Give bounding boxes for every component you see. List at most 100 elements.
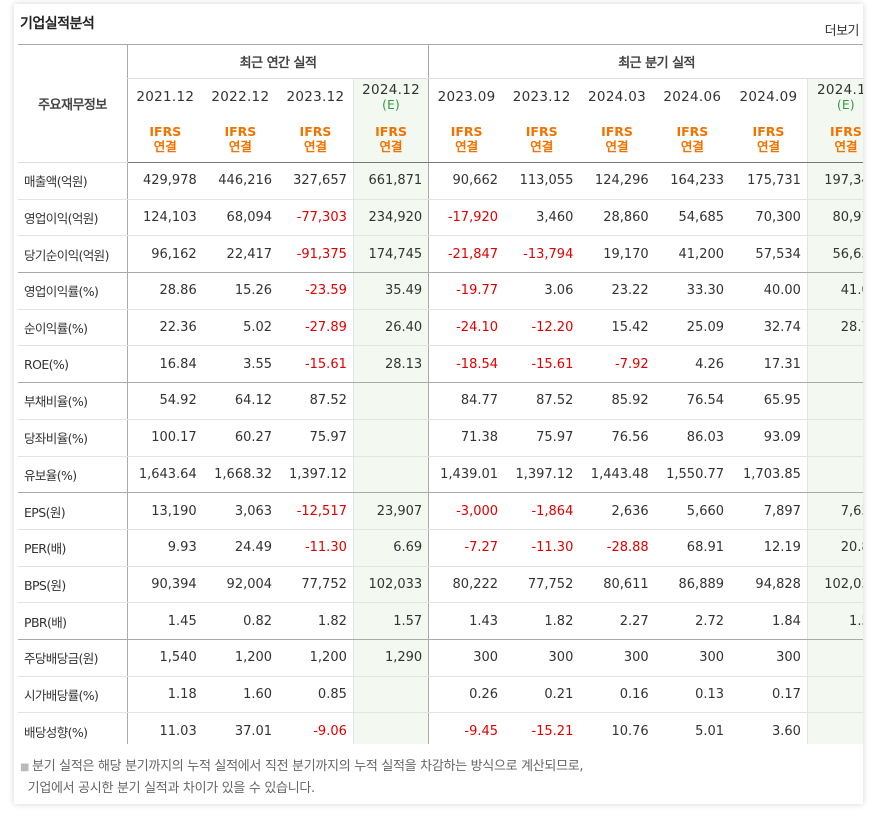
table-cell: 1,290	[352, 639, 429, 677]
gaap-standard: IFRS	[450, 124, 483, 139]
table-cell: 10.76	[579, 712, 655, 744]
table-cell: 7,653	[806, 492, 863, 530]
table-cell: 75.97	[504, 419, 580, 457]
table-cell: 35.49	[352, 272, 429, 310]
table-cell: 15.26	[202, 272, 279, 310]
table-cell: -9.06	[278, 712, 354, 744]
row-label: 유보율(%)	[18, 456, 128, 494]
gaap-consolidation: 연결	[153, 139, 177, 154]
annual-group-header: 최근 연간 실적	[126, 44, 429, 79]
table-row: 순이익률(%) 22.36 5.02 -27.89 26.40 -24.10 -12.20 1…	[18, 309, 863, 347]
table-cell	[352, 676, 429, 714]
table-cell: 90,662	[428, 162, 505, 200]
table-cell: 4.26	[654, 345, 731, 384]
table-cell: 60.27	[202, 419, 279, 457]
table-cell: 22,417	[202, 235, 279, 274]
table-cell: -11.30	[504, 529, 580, 567]
table-cell: -19.77	[428, 272, 505, 310]
table-row: EPS(원) 13,190 3,063 -12,517 23,907 -3,000 -1,8…	[18, 492, 863, 530]
table-cell: 0.82	[202, 602, 279, 640]
table-cell: 54.92	[126, 382, 203, 420]
row-label: 당기순이익(억원)	[18, 235, 128, 274]
table-cell: 96,162	[126, 235, 203, 274]
gaap-consolidation: 연결	[680, 139, 704, 154]
table-cell: -15.21	[504, 712, 580, 744]
financial-table: 주요재무정보 최근 연간 실적 최근 분기 실적 2021.12 2022.12 2…	[18, 44, 863, 744]
table-cell: 1,703.85	[730, 456, 808, 494]
period-header: 2024.03	[579, 78, 655, 116]
period-header: 2023.12	[278, 78, 354, 116]
table-row: 부채비율(%) 54.92 64.12 87.52 84.77 87.52 85.92 76.…	[18, 382, 863, 420]
gaap-header: IFRS 연결	[126, 116, 203, 163]
period-header: 2024.12(E)	[806, 78, 863, 116]
table-cell: 90,394	[126, 566, 203, 604]
table-cell: 124,296	[579, 162, 655, 200]
table-cell: 76.56	[579, 419, 655, 457]
table-cell	[806, 639, 863, 677]
table-cell: 429,978	[126, 162, 203, 200]
table-cell: 1,668.32	[202, 456, 279, 494]
table-cell: 1.84	[730, 602, 808, 640]
table-cell: 13,190	[126, 492, 203, 530]
table-cell: 20.89	[806, 529, 863, 567]
table-cell: 1,397.12	[278, 456, 354, 494]
table-cell: 175,731	[730, 162, 808, 200]
table-cell: 80,611	[579, 566, 655, 604]
table-cell: 54,685	[654, 199, 731, 237]
table-cell: 1.60	[202, 676, 279, 714]
table-cell	[352, 456, 429, 494]
table-cell: 32.74	[730, 309, 808, 347]
gaap-header: IFRS 연결	[278, 116, 354, 163]
footnote: ■ 분기 실적은 해당 분기까지의 누적 실적에서 직전 분기까지의 누적 실적…	[20, 759, 584, 796]
gaap-standard: IFRS	[601, 124, 633, 139]
table-cell: -11.30	[278, 529, 354, 567]
row-label: 주당배당금(원)	[18, 639, 128, 677]
table-cell: 234,920	[352, 199, 429, 237]
table-cell: 1.57	[806, 602, 863, 640]
table-cell: 3,063	[202, 492, 279, 530]
table-cell: 68.91	[654, 529, 731, 567]
gaap-consolidation: 연결	[228, 139, 252, 154]
table-cell: 23,907	[352, 492, 429, 530]
gaap-header: IFRS 연결	[654, 116, 731, 163]
gaap-header: IFRS 연결	[806, 116, 863, 163]
row-label: 매출액(억원)	[18, 162, 128, 200]
table-cell: 300	[428, 639, 505, 677]
table-cell: -24.10	[428, 309, 505, 347]
table-cell: 197,345	[806, 162, 863, 200]
table-cell: -3,000	[428, 492, 505, 530]
table-cell: -91,375	[278, 235, 354, 274]
table-cell: 3,460	[504, 199, 580, 237]
table-cell: 93.09	[730, 419, 808, 457]
table-cell: 87.52	[278, 382, 354, 420]
table-cell: 300	[730, 639, 808, 677]
table-row: 영업이익률(%) 28.86 15.26 -23.59 35.49 -19.77 3.06 2…	[18, 272, 863, 310]
row-label: 순이익률(%)	[18, 309, 128, 347]
table-cell: 174,745	[352, 235, 429, 274]
table-cell: 24.49	[202, 529, 279, 567]
more-link[interactable]: 더보기	[824, 24, 860, 39]
table-row: BPS(원) 90,394 92,004 77,752 102,033 80,222 77,…	[18, 566, 863, 604]
table-cell: 102,033	[806, 566, 863, 604]
table-cell: 0.85	[278, 676, 354, 714]
table-cell: 84.77	[428, 382, 505, 420]
table-cell: -15.61	[504, 345, 580, 384]
table-cell: 65.95	[730, 382, 808, 420]
table-cell	[806, 345, 863, 384]
table-cell: 102,033	[352, 566, 429, 604]
table-cell: 3.60	[730, 712, 808, 744]
table-cell	[352, 382, 429, 420]
table-cell: 1.43	[428, 602, 505, 640]
table-cell: 56,634	[806, 235, 863, 274]
period-label: 2024.03	[588, 89, 646, 105]
table-cell: 300	[579, 639, 655, 677]
table-cell: 15.42	[579, 309, 655, 347]
table-row: 주당배당금(원) 1,540 1,200 1,200 1,290 300 300 300 300…	[18, 639, 863, 677]
period-header: 2023.09	[428, 78, 505, 116]
table-cell: 5.01	[654, 712, 731, 744]
table-cell: 1,200	[202, 639, 279, 677]
period-header: 2024.06	[654, 78, 731, 116]
row-label: 부채비율(%)	[18, 382, 128, 420]
table-cell: -1,864	[504, 492, 580, 530]
table-cell	[806, 676, 863, 714]
